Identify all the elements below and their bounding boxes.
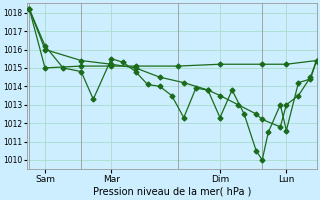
- X-axis label: Pression niveau de la mer( hPa ): Pression niveau de la mer( hPa ): [92, 187, 251, 197]
